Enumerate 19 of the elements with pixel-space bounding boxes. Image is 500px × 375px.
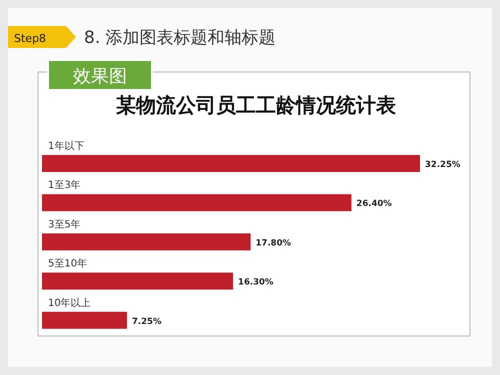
chart-title: 某物流公司员工工龄情况统计表	[115, 93, 396, 117]
y-tick-label: 1年以下	[48, 140, 84, 152]
data-label: 26.40%	[356, 199, 392, 210]
data-label: 17.80%	[256, 238, 292, 248]
data-label: 16.30%	[238, 278, 274, 288]
y-tick-label: 1至3年	[48, 179, 81, 192]
bar	[42, 155, 420, 172]
y-tick-label: 5至10年	[48, 258, 88, 270]
data-label: 32.25%	[425, 160, 461, 170]
text: 8. 添加图表标题和轴标题	[84, 28, 276, 48]
text: Step8	[14, 32, 46, 45]
bar	[42, 312, 127, 329]
bar	[42, 233, 251, 250]
text: 效果图	[73, 66, 127, 87]
y-tick-label: 10年以上	[48, 296, 91, 309]
bar	[42, 272, 234, 290]
data-label: 7.25%	[132, 316, 162, 327]
y-tick-label: 3至5年	[48, 218, 81, 230]
bar	[42, 194, 352, 212]
